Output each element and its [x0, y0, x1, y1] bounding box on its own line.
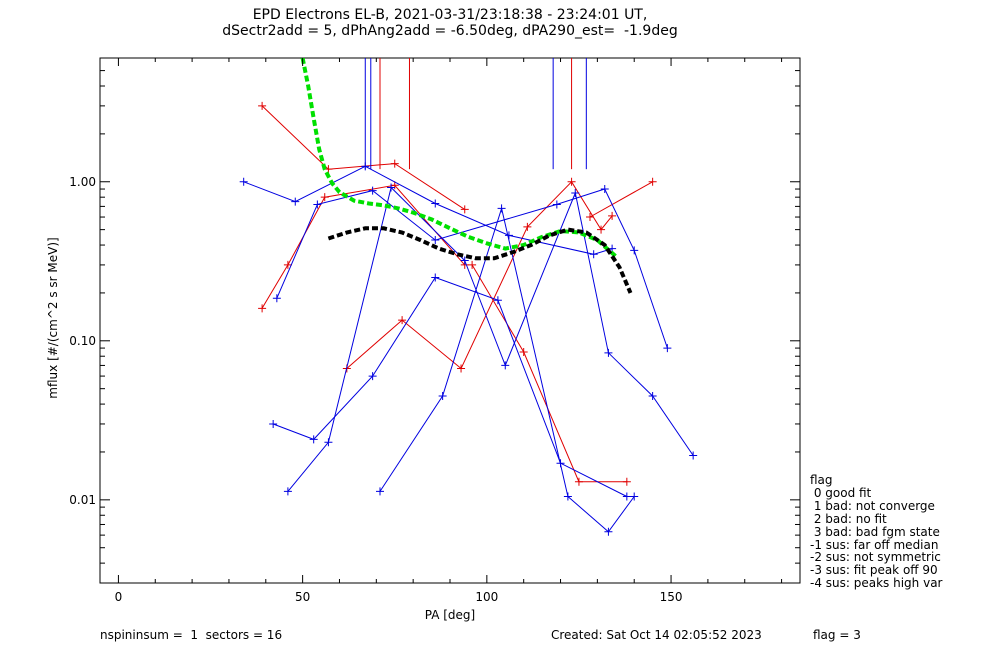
footer-created: Created: Sat Oct 14 02:05:52 2023 [551, 628, 762, 642]
chart-title-line1: EPD Electrons EL-B, 2021-03-31/23:18:38 … [252, 7, 648, 23]
blue-series-line-5 [243, 165, 613, 255]
blue-data-point [648, 391, 657, 400]
blue-data-point [368, 372, 377, 381]
red-data-point [258, 304, 267, 313]
x-tick-label: 100 [475, 590, 498, 604]
blue-data-point [501, 361, 510, 370]
ticks: 0 50 100 150 0.01 0.10 1.00 [69, 57, 800, 604]
legend-item: 2 bad: no fit [810, 511, 887, 526]
blue-data-point [689, 451, 698, 460]
y-tick-label: 1.00 [69, 175, 96, 189]
red-data-point [398, 316, 407, 325]
blue-data-point [309, 435, 318, 444]
y-tick-label: 0.10 [69, 334, 96, 348]
legend-item: 0 good fit [810, 485, 872, 500]
footer-sectors: nspininsum = 1 sectors = 16 [100, 628, 283, 642]
blue-series-line-6 [276, 188, 668, 349]
blue-data-point [552, 200, 561, 209]
x-tick-label: 50 [295, 590, 310, 604]
blue-data-point [571, 188, 580, 197]
red-series-line-2 [346, 180, 613, 370]
blue-data-point [269, 419, 278, 428]
black-fit-curve [327, 226, 633, 294]
blue-data-point [376, 487, 384, 496]
y-tick-label: 0.01 [69, 493, 96, 507]
legend-item: -4 sus: peaks high var [810, 576, 943, 591]
red-data-point [320, 193, 329, 202]
red-data-point [457, 364, 466, 373]
red-data-point [608, 211, 617, 220]
red-data-point [519, 348, 528, 357]
x-tick-label: 150 [660, 590, 683, 604]
red-data-point [460, 205, 469, 214]
red-series-line-1 [261, 105, 465, 210]
blue-data-point [431, 199, 440, 208]
blue-data-point [460, 256, 469, 265]
blue-data-point [283, 487, 292, 496]
plot-frame [99, 57, 801, 584]
red-data-point [622, 477, 631, 486]
blue-data-point [622, 492, 631, 501]
red-data-point [283, 260, 292, 269]
blue-data-point [272, 294, 281, 303]
footer-flag: flag = 3 [813, 628, 861, 642]
x-axis-label: PA [deg] [425, 608, 475, 622]
red-data-point [648, 177, 657, 186]
blue-data-point [368, 186, 377, 195]
blue-data-point [563, 492, 572, 501]
x-tick-label: 0 [115, 590, 123, 604]
legend-item: 3 bad: bad fgm state [810, 524, 940, 539]
blue-data-point [504, 231, 513, 240]
blue-data-point [387, 183, 396, 192]
blue-series-line-7 [273, 276, 628, 497]
red-data-point [574, 477, 583, 486]
legend-item: -1 sus: far off median [810, 537, 939, 552]
red-data-point [597, 225, 606, 234]
plot-area [239, 58, 698, 536]
blue-data-point [589, 250, 598, 259]
blue-series-line-9 [379, 206, 635, 533]
flag-legend: flag 0 good fit 1 bad: not converge 2 ba… [810, 474, 942, 590]
blue-data-point [497, 204, 506, 213]
legend-title: flag [810, 473, 833, 487]
red-data-point [567, 177, 576, 186]
legend-item: 1 bad: not converge [810, 498, 935, 513]
red-data-point [258, 101, 267, 110]
red-data-point [390, 159, 399, 168]
blue-data-point [493, 296, 502, 305]
blue-data-point [324, 438, 333, 447]
blue-data-point [291, 197, 300, 206]
blue-data-point [630, 492, 639, 501]
blue-data-point [604, 348, 613, 357]
red-data-point [523, 222, 532, 231]
blue-data-point [431, 236, 440, 245]
legend-item: -3 sus: fit peak off 90 [810, 563, 938, 578]
blue-data-point [239, 177, 248, 186]
blue-data-point [663, 344, 672, 353]
y-axis-label: mflux [#/(cm^2 s sr MeV)] [46, 237, 60, 398]
series-layer [239, 58, 698, 536]
blue-data-point [630, 246, 639, 255]
blue-data-point [431, 273, 440, 282]
blue-data-point [313, 200, 322, 209]
red-data-point [586, 213, 594, 222]
blue-data-point [604, 527, 613, 536]
red-data-point [468, 260, 477, 269]
red-series-line-4 [589, 181, 653, 218]
blue-data-point [438, 391, 447, 400]
red-series-line-3 [471, 264, 627, 483]
blue-data-point [600, 185, 609, 194]
legend-item: -2 sus: not symmetric [810, 550, 941, 565]
chart-title-line2: dSectr2add = 5, dPhAng2add = -6.50deg, d… [222, 23, 678, 39]
axes [99, 57, 801, 584]
green-fit-curve [300, 58, 618, 258]
